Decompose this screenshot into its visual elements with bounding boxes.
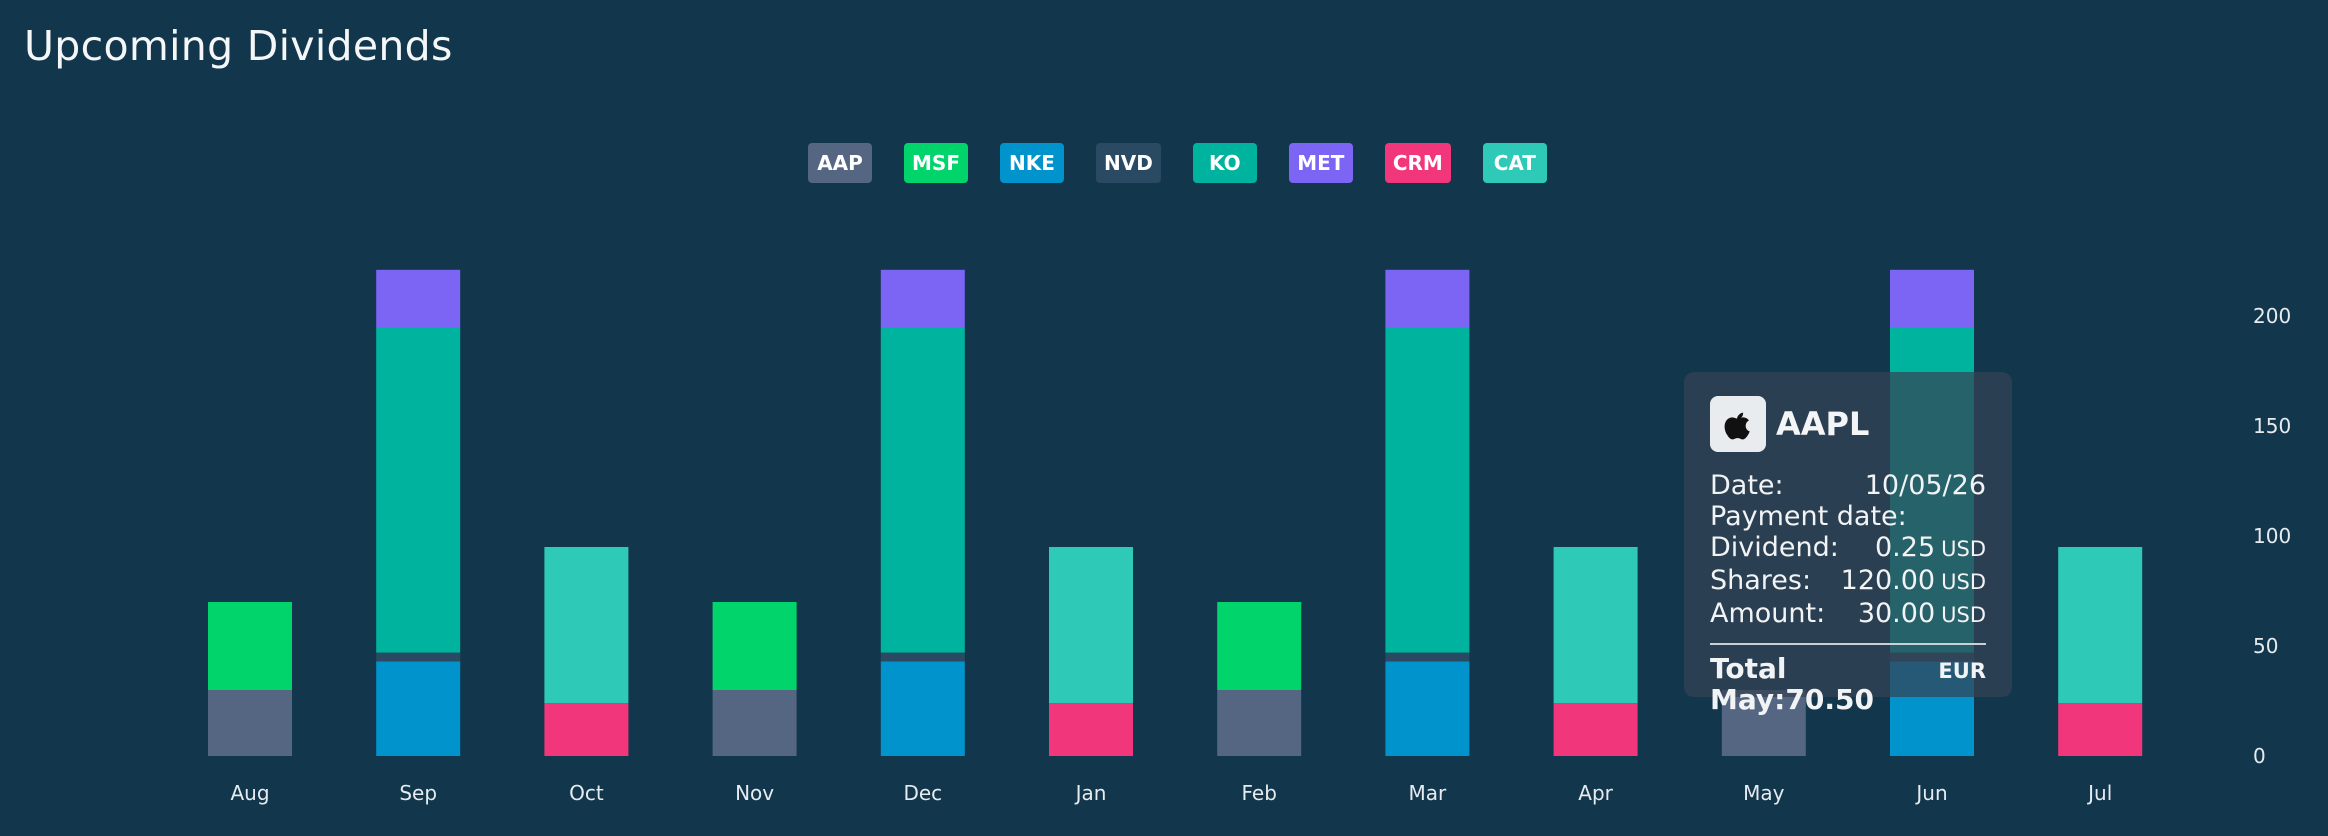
bar-segment-ko-dec[interactable] <box>880 327 965 653</box>
bar-segment-aap-nov[interactable] <box>712 690 797 756</box>
tooltip-amount-value: 30.00 <box>1857 598 1936 629</box>
tooltip-amount-row: Amount: 30.00 USD <box>1710 598 1986 631</box>
tooltip-dividend-label: Dividend: <box>1710 532 1839 563</box>
y-tick-label: 100 <box>2253 524 2291 548</box>
bar-segment-cat-oct[interactable] <box>544 547 629 704</box>
y-tick-label: 0 <box>2253 744 2266 768</box>
x-tick-label: May <box>1743 781 1785 805</box>
bar-segment-met-jun[interactable] <box>1890 269 1974 327</box>
bar-segment-msf-aug[interactable] <box>208 602 292 690</box>
dividend-tooltip: AAPL Date: 10/05/26 Payment date: Divide… <box>1684 372 2012 715</box>
legend-chip-aap[interactable]: AAP <box>808 143 872 183</box>
bar-segment-msf-feb[interactable] <box>1217 602 1302 690</box>
legend-chip-met[interactable]: MET <box>1288 143 1353 183</box>
tooltip-divider <box>1710 643 1986 645</box>
tooltip-dividend-unit: USD <box>1941 537 1986 561</box>
tooltip-amount-unit: USD <box>1941 603 1986 627</box>
bar-segment-nke-mar[interactable] <box>1385 661 1470 756</box>
x-tick-label: Sep <box>399 781 437 805</box>
legend-chip-nvd[interactable]: NVD <box>1096 143 1161 183</box>
bar-segment-met-dec[interactable] <box>880 269 965 327</box>
bar-segment-nvd-sep[interactable] <box>376 652 461 662</box>
bar-segment-crm-jan[interactable] <box>1049 703 1133 756</box>
bar-segment-cat-apr[interactable] <box>1553 547 1638 704</box>
x-tick-label: Dec <box>903 781 942 805</box>
tooltip-date-value: 10/05/26 <box>1864 470 1986 501</box>
tooltip-total-unit: EUR <box>1938 659 1986 683</box>
x-tick-label: Aug <box>230 781 269 805</box>
apple-logo-icon <box>1710 396 1766 452</box>
tooltip-total-value: 70.50 <box>1785 683 1874 716</box>
legend-chip-cat[interactable]: CAT <box>1482 143 1547 183</box>
tooltip-dividend-value: 0.25 <box>1875 532 1936 563</box>
x-tick-label: Apr <box>1578 781 1613 805</box>
page-title: Upcoming Dividends <box>24 22 453 70</box>
bar-segment-ko-mar[interactable] <box>1385 327 1470 653</box>
tooltip-shares-unit: USD <box>1941 570 1986 594</box>
tooltip-date-label: Date: <box>1710 470 1784 501</box>
tooltip-total-row: Total May:70.50 EUR <box>1710 653 1986 715</box>
tooltip-shares-label: Shares: <box>1710 565 1812 596</box>
bar-segment-cat-jan[interactable] <box>1049 547 1133 704</box>
x-tick-label: Oct <box>569 781 604 805</box>
bar-segment-nvd-mar[interactable] <box>1385 652 1470 662</box>
legend-chip-msf[interactable]: MSF <box>904 143 968 183</box>
bar-segment-met-sep[interactable] <box>376 269 461 327</box>
bar-segment-nke-sep[interactable] <box>376 661 461 756</box>
bar-segment-crm-jul[interactable] <box>2058 703 2143 756</box>
bar-segment-crm-oct[interactable] <box>544 703 629 756</box>
tooltip-payment-row: Payment date: <box>1710 501 1986 532</box>
x-tick-label: Nov <box>735 781 774 805</box>
tooltip-shares-value: 120.00 <box>1840 565 1936 596</box>
tooltip-total-label: Total May: <box>1710 652 1787 716</box>
tooltip-date-row: Date: 10/05/26 <box>1710 470 1986 501</box>
tooltip-shares-row: Shares: 120.00 USD <box>1710 565 1986 598</box>
chart-legend: AAP MSF NKE NVD KO MET CRM CAT <box>808 143 1547 183</box>
legend-chip-nke[interactable]: NKE <box>1000 143 1064 183</box>
bar-segment-nke-dec[interactable] <box>880 661 965 756</box>
tooltip-amount-label: Amount: <box>1710 598 1826 629</box>
x-tick-label: Jul <box>2086 781 2112 805</box>
tooltip-dividend-row: Dividend: 0.25 USD <box>1710 532 1986 565</box>
bar-segment-msf-nov[interactable] <box>712 602 797 690</box>
bar-segment-cat-jul[interactable] <box>2058 547 2143 704</box>
y-tick-label: 150 <box>2253 414 2291 438</box>
y-tick-label: 200 <box>2253 304 2291 328</box>
bar-segment-met-mar[interactable] <box>1385 269 1470 327</box>
x-tick-label: Feb <box>1241 781 1276 805</box>
bar-segment-ko-sep[interactable] <box>376 327 461 653</box>
legend-chip-crm[interactable]: CRM <box>1384 143 1451 183</box>
x-tick-label: Jan <box>1074 781 1107 805</box>
bar-segment-nvd-dec[interactable] <box>880 652 965 662</box>
tooltip-payment-label: Payment date: <box>1710 501 1907 532</box>
bar-segment-aap-feb[interactable] <box>1217 690 1302 756</box>
x-tick-label: Jun <box>1914 781 1947 805</box>
y-tick-label: 50 <box>2253 634 2278 658</box>
bar-segment-aap-may[interactable] <box>1721 690 1806 756</box>
bar-segment-crm-apr[interactable] <box>1553 703 1638 756</box>
bar-segment-aap-aug[interactable] <box>208 690 292 756</box>
legend-chip-ko[interactable]: KO <box>1192 143 1257 183</box>
tooltip-ticker: AAPL <box>1776 405 1870 443</box>
x-tick-label: Mar <box>1409 781 1448 805</box>
